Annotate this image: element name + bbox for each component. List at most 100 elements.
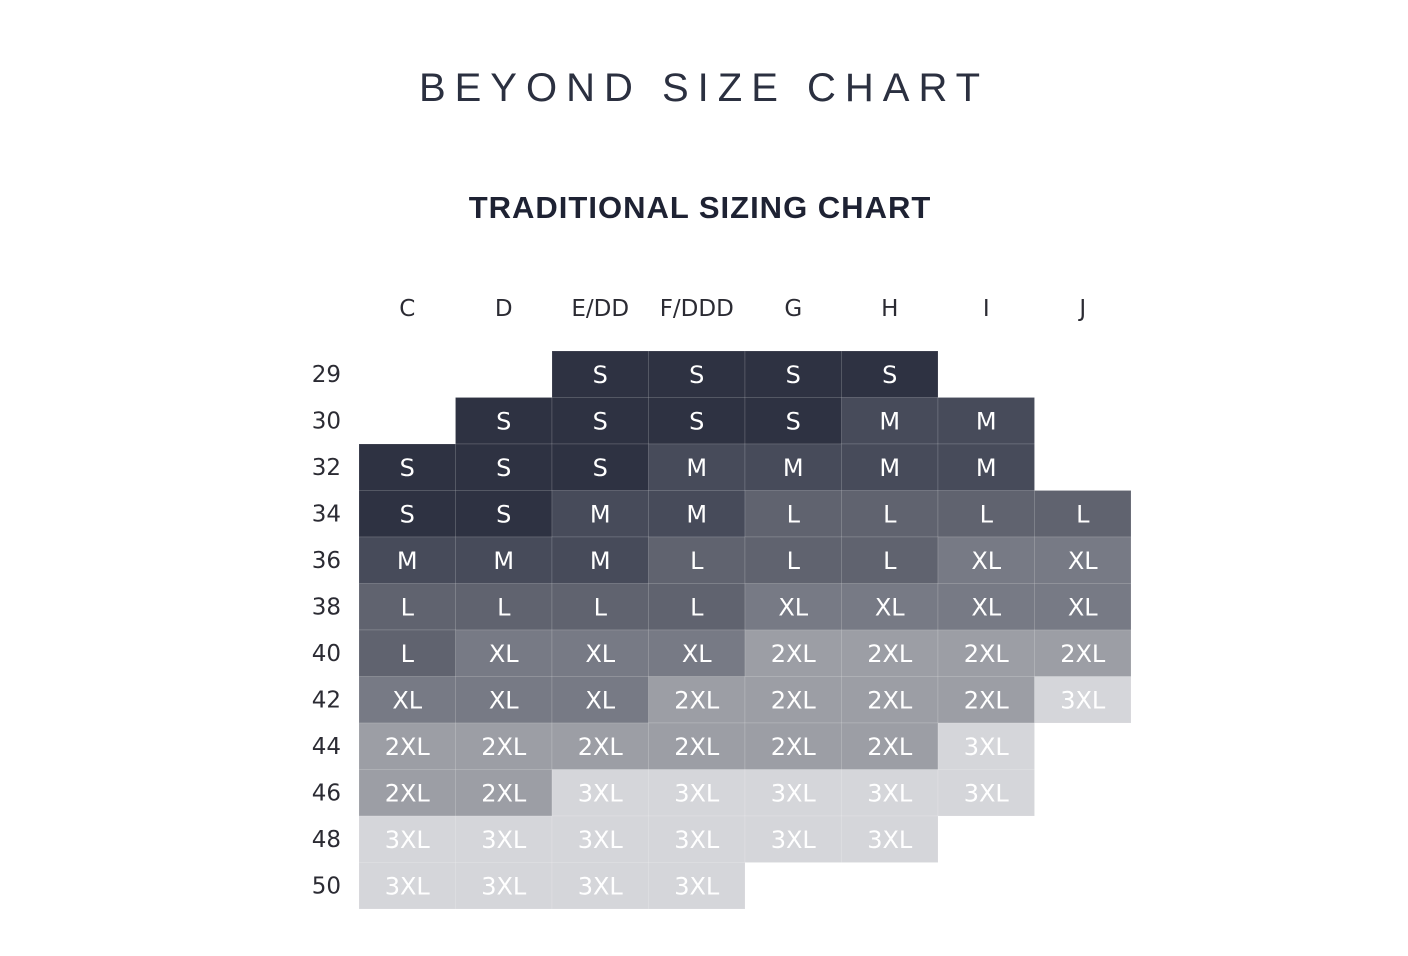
size-cell: L — [1034, 490, 1132, 538]
size-cell-label: S — [786, 361, 801, 389]
size-cell-label: 2XL — [578, 733, 624, 761]
size-cell-label: 3XL — [674, 873, 720, 901]
size-cell-fill — [648, 815, 746, 863]
size-cell-label: L — [401, 594, 415, 622]
size-cell: 3XL — [937, 722, 1035, 770]
size-cell-label: L — [690, 594, 704, 622]
size-cell: S — [841, 350, 939, 398]
size-cell: 2XL — [648, 722, 746, 770]
size-cell-fill — [841, 350, 939, 398]
size-cell-label: S — [593, 408, 608, 436]
size-cell-fill — [358, 536, 456, 584]
size-cell: XL — [455, 629, 553, 677]
size-cell: S — [744, 397, 842, 445]
row-label: 50 — [312, 874, 341, 900]
size-cell: M — [551, 536, 649, 584]
size-cell-label: XL — [875, 594, 905, 622]
row-label: 42 — [312, 688, 341, 714]
size-cell: M — [455, 536, 553, 584]
size-cell: XL — [744, 583, 842, 631]
size-cell-label: XL — [489, 687, 519, 715]
size-cell-label: 3XL — [964, 780, 1010, 808]
size-cell-label: M — [493, 547, 514, 575]
column-label: D — [495, 296, 513, 322]
column-label: C — [399, 296, 415, 322]
size-cell: XL — [1034, 583, 1132, 631]
row-label: 30 — [312, 409, 341, 435]
size-cell-label: 2XL — [771, 733, 817, 761]
size-cell: 2XL — [648, 676, 746, 724]
size-cell: 3XL — [551, 862, 649, 910]
size-cell-fill — [744, 722, 842, 770]
size-cell-label: S — [689, 408, 704, 436]
size-cell-label: 2XL — [481, 733, 527, 761]
size-cell-fill — [744, 676, 842, 724]
size-cell: M — [358, 536, 456, 584]
size-cell: 3XL — [937, 769, 1035, 817]
size-cell-fill — [551, 862, 649, 910]
size-cell-label: 2XL — [1060, 640, 1106, 668]
size-cell-fill — [648, 629, 746, 677]
size-cell: 2XL — [841, 722, 939, 770]
size-cell-label: M — [686, 454, 707, 482]
size-cell-fill — [455, 583, 553, 631]
size-cell: 2XL — [358, 769, 456, 817]
size-cell-fill — [551, 397, 649, 445]
size-cell-fill — [744, 536, 842, 584]
size-cell-label: 2XL — [964, 640, 1010, 668]
size-cell: 2XL — [937, 629, 1035, 677]
size-cell-label: 3XL — [481, 826, 527, 854]
column-label: F/DDD — [660, 296, 734, 322]
size-cell-label: 3XL — [771, 826, 817, 854]
page-title: BEYOND SIZE CHART — [418, 66, 990, 110]
size-cell-label: S — [400, 501, 415, 529]
size-cell: 3XL — [455, 815, 553, 863]
size-cell-fill — [358, 490, 456, 538]
size-cell-fill — [1034, 583, 1132, 631]
size-cell: L — [455, 583, 553, 631]
size-cell-fill — [744, 397, 842, 445]
size-cell: 3XL — [358, 815, 456, 863]
size-cell-fill — [551, 815, 649, 863]
size-cell-label: 3XL — [481, 873, 527, 901]
size-cell-label: S — [786, 408, 801, 436]
size-cell-fill — [551, 536, 649, 584]
size-cell: L — [841, 490, 939, 538]
size-cell-fill — [648, 583, 746, 631]
size-cell: L — [358, 629, 456, 677]
size-cell-label: 2XL — [385, 733, 431, 761]
size-cell-label: XL — [778, 594, 808, 622]
size-cell-label: XL — [682, 640, 712, 668]
size-cell-fill — [358, 443, 456, 491]
size-cell-fill — [1034, 536, 1132, 584]
size-cell-label: L — [401, 640, 415, 668]
size-cell-label: 2XL — [964, 687, 1010, 715]
size-cell: L — [744, 536, 842, 584]
size-cell-label: 2XL — [867, 733, 913, 761]
size-cell: S — [648, 397, 746, 445]
size-cell: 2XL — [744, 629, 842, 677]
size-cell-label: 2XL — [481, 780, 527, 808]
size-cell: XL — [841, 583, 939, 631]
size-cell: M — [841, 443, 939, 491]
size-cell: XL — [551, 629, 649, 677]
size-cell: 3XL — [841, 815, 939, 863]
size-cell-fill — [648, 676, 746, 724]
size-cell: S — [455, 490, 553, 538]
size-cell-fill — [937, 490, 1035, 538]
size-cell: 3XL — [551, 815, 649, 863]
size-cell-fill — [937, 583, 1035, 631]
size-cell-label: 2XL — [385, 780, 431, 808]
size-cell-label: 3XL — [578, 826, 624, 854]
size-cell: 2XL — [841, 629, 939, 677]
size-cell: M — [648, 490, 746, 538]
size-cell-fill — [648, 397, 746, 445]
size-cell-label: XL — [971, 594, 1001, 622]
size-cell-fill — [358, 676, 456, 724]
size-cell-label: M — [590, 501, 611, 529]
size-cell-label: 2XL — [674, 687, 720, 715]
chart-title: TRADITIONAL SIZING CHART — [468, 190, 932, 225]
size-cell: L — [937, 490, 1035, 538]
size-cell-fill — [455, 536, 553, 584]
